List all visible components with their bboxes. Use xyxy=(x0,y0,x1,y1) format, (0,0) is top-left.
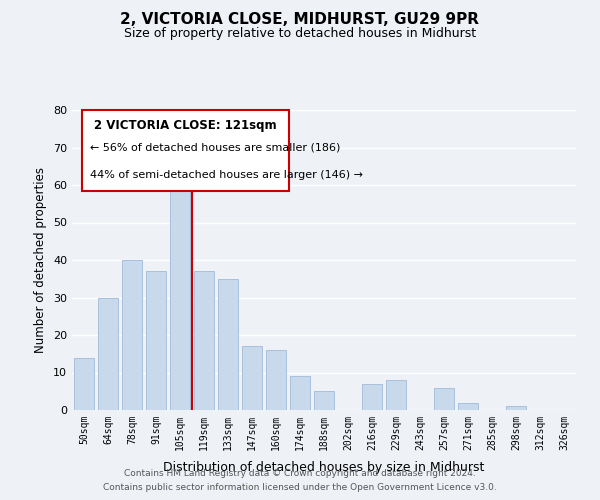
Bar xyxy=(314,391,334,410)
Text: 2 VICTORIA CLOSE: 121sqm: 2 VICTORIA CLOSE: 121sqm xyxy=(94,119,277,132)
Bar xyxy=(98,298,118,410)
Bar xyxy=(170,170,190,410)
FancyBboxPatch shape xyxy=(82,110,289,191)
Text: ← 56% of detached houses are smaller (186): ← 56% of detached houses are smaller (18… xyxy=(89,143,340,153)
Text: Contains public sector information licensed under the Open Government Licence v3: Contains public sector information licen… xyxy=(103,484,497,492)
Y-axis label: Number of detached properties: Number of detached properties xyxy=(34,167,47,353)
Bar xyxy=(242,346,262,410)
Bar xyxy=(362,384,382,410)
Bar xyxy=(386,380,406,410)
Bar xyxy=(146,271,166,410)
Text: 2, VICTORIA CLOSE, MIDHURST, GU29 9PR: 2, VICTORIA CLOSE, MIDHURST, GU29 9PR xyxy=(121,12,479,28)
Bar xyxy=(434,388,454,410)
Bar xyxy=(506,406,526,410)
Text: 44% of semi-detached houses are larger (146) →: 44% of semi-detached houses are larger (… xyxy=(89,170,362,180)
X-axis label: Distribution of detached houses by size in Midhurst: Distribution of detached houses by size … xyxy=(163,461,485,474)
Bar xyxy=(194,271,214,410)
Bar xyxy=(74,358,94,410)
Bar xyxy=(290,376,310,410)
Bar xyxy=(266,350,286,410)
Text: Size of property relative to detached houses in Midhurst: Size of property relative to detached ho… xyxy=(124,28,476,40)
Text: Contains HM Land Registry data © Crown copyright and database right 2024.: Contains HM Land Registry data © Crown c… xyxy=(124,468,476,477)
Bar xyxy=(122,260,142,410)
Bar xyxy=(458,402,478,410)
Bar xyxy=(218,279,238,410)
